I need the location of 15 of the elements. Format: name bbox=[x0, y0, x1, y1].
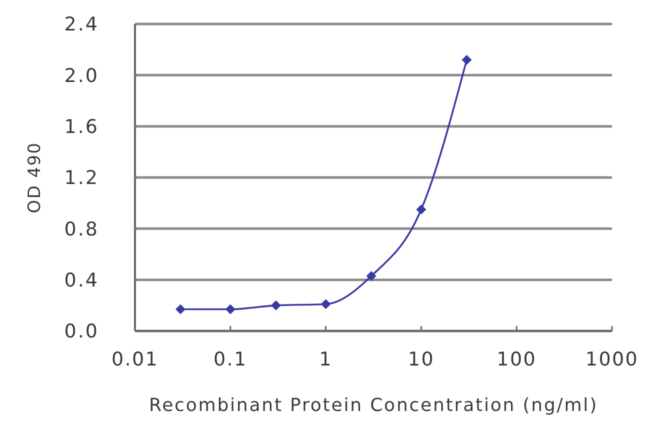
x-tick-label: 1000 bbox=[585, 348, 639, 370]
y-axis-title: OD 490 bbox=[25, 142, 46, 214]
y-tick-label: 2.0 bbox=[64, 64, 99, 87]
y-tick-label: 0.0 bbox=[64, 320, 99, 343]
y-tick-label: 2.4 bbox=[64, 14, 99, 36]
x-tick-label: 0.1 bbox=[213, 348, 248, 370]
x-tick-label: 1 bbox=[319, 348, 332, 370]
x-tick-label: 10 bbox=[408, 348, 434, 370]
y-tick-label: 0.8 bbox=[64, 218, 99, 240]
x-tick-label: 100 bbox=[496, 348, 537, 370]
x-axis-title: Recombinant Protein Concentration (ng/ml) bbox=[148, 395, 598, 416]
y-tick-label: 1.2 bbox=[64, 167, 99, 190]
x-tick-label: 0.01 bbox=[111, 348, 159, 370]
y-tick-label: 1.6 bbox=[64, 116, 99, 138]
y-tick-label: 0.4 bbox=[64, 270, 99, 292]
